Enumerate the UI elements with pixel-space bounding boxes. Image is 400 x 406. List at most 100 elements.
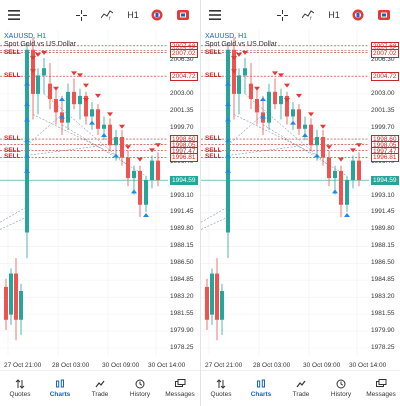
- sell-marker: [338, 157, 344, 162]
- hamburger-icon[interactable]: [6, 6, 22, 24]
- sell-marker: [30, 69, 36, 74]
- chart-pane-right: f H1 XAUUSD, H1 Spot Gold vs US Dollar 2…: [200, 0, 400, 406]
- candle-body: [102, 124, 106, 129]
- buy-marker: [225, 153, 231, 158]
- candle-body: [36, 75, 40, 94]
- nav-quotes[interactable]: Quotes: [201, 371, 241, 406]
- candlestick-plot[interactable]: [0, 30, 200, 370]
- sell-order-label[interactable]: SELL: [205, 48, 222, 56]
- sell-marker: [308, 112, 314, 117]
- indicator-icon[interactable]: f: [301, 6, 315, 24]
- price-axis-label: 1984.85: [371, 276, 395, 284]
- sell-order-label[interactable]: SELL: [205, 72, 222, 80]
- order-price-tag[interactable]: 1996.81: [371, 153, 399, 163]
- sell-marker: [278, 73, 284, 78]
- history-icon: [336, 379, 346, 389]
- price-chart[interactable]: XAUUSD, H1 Spot Gold vs US Dollar 2006.3…: [201, 30, 400, 370]
- price-chart[interactable]: XAUUSD, H1 Spot Gold vs US Dollar 2006.3…: [0, 30, 200, 370]
- candle-body: [321, 137, 325, 158]
- candlestick-plot[interactable]: [201, 30, 400, 370]
- candle-body: [279, 95, 283, 105]
- trade-icon: [95, 380, 105, 388]
- candle-body: [309, 124, 313, 146]
- trade-icon: [296, 380, 306, 388]
- sell-marker: [95, 93, 101, 98]
- order-price-tag[interactable]: 2004.72: [170, 72, 198, 82]
- crosshair-icon[interactable]: [275, 6, 289, 24]
- time-label: 28 Oct 03:00: [52, 362, 90, 369]
- svg-text:f: f: [109, 16, 111, 20]
- price-axis-label: 1989.80: [170, 225, 194, 233]
- nav-history[interactable]: History: [120, 371, 160, 406]
- new-order-icon[interactable]: [377, 6, 391, 24]
- nav-history[interactable]: History: [321, 371, 361, 406]
- sell-order-label[interactable]: SELL: [4, 72, 21, 80]
- candle-body: [72, 91, 76, 105]
- new-order-icon[interactable]: [176, 6, 190, 24]
- nav-messages[interactable]: Messages: [160, 371, 200, 406]
- order-price-tag[interactable]: 2007.02: [371, 48, 399, 58]
- current-price-tag[interactable]: 1994.59: [170, 176, 198, 186]
- time-label: 30 Oct 09:00: [102, 362, 140, 369]
- sell-marker: [356, 143, 362, 148]
- nav-messages[interactable]: Messages: [361, 371, 400, 406]
- sell-order-label[interactable]: SELL: [205, 146, 222, 154]
- nav-trade[interactable]: Trade: [281, 371, 321, 406]
- nav-trade[interactable]: Trade: [80, 371, 120, 406]
- candle-body: [78, 95, 82, 105]
- current-price-tag[interactable]: 1994.59: [371, 176, 399, 186]
- sell-order-label[interactable]: SELL: [4, 146, 21, 154]
- objects-icon[interactable]: [150, 6, 164, 24]
- trade-link-line: [26, 114, 63, 146]
- candle-body: [66, 91, 70, 123]
- candle-body: [210, 273, 214, 315]
- order-price-tag[interactable]: 2007.02: [170, 48, 198, 58]
- price-axis-label: 1978.25: [170, 344, 194, 351]
- order-price-tag[interactable]: 2004.72: [371, 72, 399, 82]
- nav-charts[interactable]: Charts: [241, 371, 281, 406]
- chart-toolbar: f H1: [201, 0, 400, 30]
- candle-body: [4, 286, 8, 320]
- price-axis-label: 1991.45: [371, 208, 395, 216]
- sell-order-label[interactable]: SELL: [4, 135, 21, 143]
- objects-icon[interactable]: [351, 6, 365, 24]
- candle-body: [132, 170, 136, 179]
- sell-marker: [320, 124, 326, 129]
- buy-marker: [260, 114, 266, 119]
- sell-order-label[interactable]: SELL: [4, 153, 21, 161]
- price-axis-label: 2006.30: [371, 56, 395, 63]
- trade-link-line: [227, 114, 264, 146]
- timeframe-button[interactable]: H1: [328, 10, 340, 20]
- buy-marker: [59, 97, 65, 102]
- sell-marker: [284, 98, 290, 103]
- nav-quotes[interactable]: Quotes: [0, 371, 40, 406]
- sell-marker: [41, 50, 47, 55]
- crosshair-icon[interactable]: [74, 6, 88, 24]
- candle-body: [84, 95, 88, 117]
- time-label: 27 Oct 21:00: [205, 362, 243, 369]
- buy-marker: [131, 189, 137, 194]
- history-icon: [135, 379, 145, 389]
- buy-marker: [302, 132, 308, 137]
- time-label: 28 Oct 03:00: [253, 362, 291, 369]
- price-axis-label: 2006.30: [170, 56, 194, 63]
- price-axis-label: 2003.00: [170, 89, 194, 97]
- charts-icon: [56, 379, 65, 388]
- indicator-icon[interactable]: f: [100, 6, 114, 24]
- timeframe-button[interactable]: H1: [127, 10, 139, 20]
- buy-marker: [101, 132, 107, 137]
- sell-marker: [326, 145, 332, 150]
- hamburger-icon[interactable]: [207, 6, 223, 24]
- charts-icon: [257, 379, 266, 388]
- sell-order-label[interactable]: SELL: [4, 48, 21, 56]
- buy-marker: [24, 81, 30, 86]
- buy-marker: [225, 102, 231, 107]
- candle-body: [90, 109, 94, 117]
- nav-charts[interactable]: Charts: [40, 371, 80, 406]
- time-label: 30 Oct 14:00: [148, 362, 186, 369]
- sell-order-label[interactable]: SELL: [205, 135, 222, 143]
- sell-order-label[interactable]: SELL: [205, 153, 222, 161]
- order-price-tag[interactable]: 1996.81: [170, 153, 198, 163]
- trade-link-line: [201, 206, 229, 223]
- sell-marker: [231, 69, 237, 74]
